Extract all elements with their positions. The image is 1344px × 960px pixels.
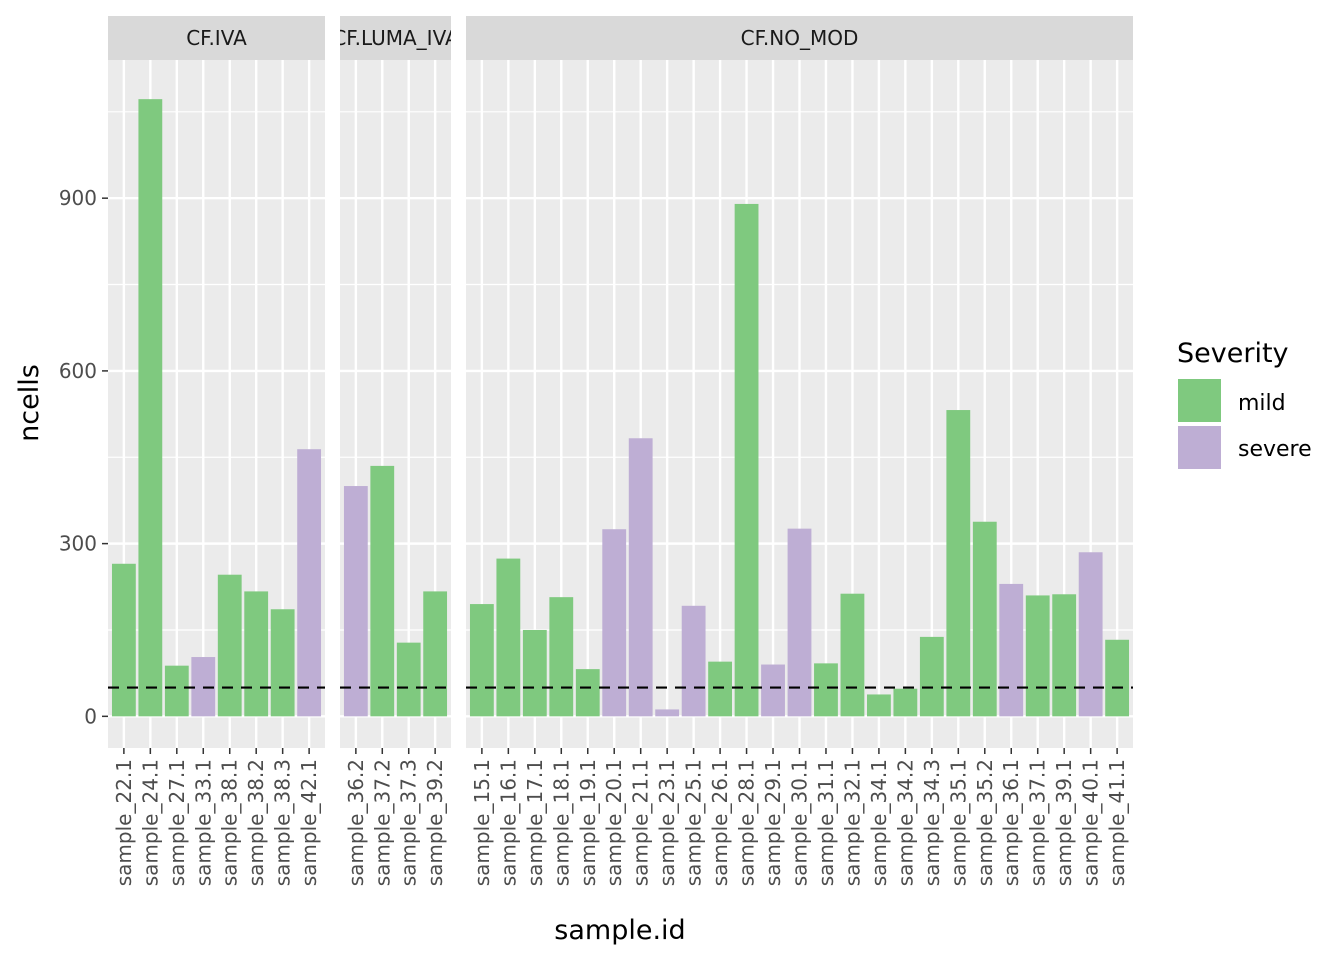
bar-sample_27.1 bbox=[164, 665, 189, 717]
x-tick-label: sample_20.1 bbox=[602, 759, 626, 886]
x-tick-label: sample_34.2 bbox=[893, 759, 917, 886]
x-tick-label: sample_26.1 bbox=[708, 759, 732, 886]
bar-sample_36.1 bbox=[999, 583, 1024, 717]
x-tick-label: sample_23.1 bbox=[655, 759, 679, 886]
bar-sample_29.1 bbox=[761, 664, 785, 717]
x-tick-label: sample_42.1 bbox=[297, 759, 321, 886]
facet-label: CF.NO_MOD bbox=[741, 26, 859, 50]
y-tick-label: 600 bbox=[59, 359, 97, 383]
legend: Severity mild severe bbox=[1177, 338, 1312, 469]
bar-sample_20.1 bbox=[602, 529, 627, 717]
bar-sample_34.3 bbox=[919, 636, 944, 717]
x-tick-label: sample_39.1 bbox=[1052, 759, 1076, 886]
bar-sample_28.1 bbox=[734, 203, 759, 717]
facet-strip bbox=[108, 16, 325, 60]
bar-sample_39.2 bbox=[423, 591, 448, 717]
x-tick-label: sample_33.1 bbox=[191, 759, 215, 886]
legend-label-severe: severe bbox=[1238, 437, 1312, 462]
x-tick-label: sample_38.2 bbox=[244, 759, 268, 886]
x-tick-label: sample_32.1 bbox=[840, 759, 864, 886]
x-tick-label: sample_34.1 bbox=[867, 759, 891, 886]
bar-sample_36.2 bbox=[343, 486, 368, 717]
y-axis: 0 300 600 900 bbox=[59, 186, 108, 728]
legend-key-mild bbox=[1178, 379, 1221, 422]
x-tick-label: sample_27.1 bbox=[165, 759, 189, 886]
x-tick-label: sample_39.2 bbox=[423, 759, 447, 886]
x-tick-label: sample_38.3 bbox=[271, 759, 295, 886]
bar-sample_23.1 bbox=[655, 709, 680, 717]
bar-sample_38.1 bbox=[217, 574, 242, 717]
bar-sample_17.1 bbox=[522, 629, 547, 717]
x-tick-label: sample_22.1 bbox=[112, 759, 136, 886]
bar-sample_22.1 bbox=[111, 563, 136, 717]
bar-sample_38.3 bbox=[270, 609, 295, 717]
facet-label: CF.IVA bbox=[186, 26, 247, 50]
legend-title: Severity bbox=[1177, 338, 1289, 369]
bar-sample_38.2 bbox=[244, 591, 269, 717]
x-tick-label: sample_25.1 bbox=[682, 759, 706, 886]
bar-sample_31.1 bbox=[814, 663, 838, 717]
x-tick-label: sample_35.2 bbox=[973, 759, 997, 886]
x-tick-label: sample_18.1 bbox=[549, 759, 573, 886]
facet-panel-2: CF.NO_MOD sample_15.1 sample_16.1 sample_17… bbox=[466, 16, 1133, 886]
x-tick-label: sample_30.1 bbox=[788, 759, 812, 886]
bar-sample_18.1 bbox=[549, 597, 574, 717]
y-tick-label: 900 bbox=[59, 186, 97, 210]
bar-sample_37.3 bbox=[396, 642, 421, 717]
bar-sample_34.1 bbox=[866, 694, 891, 717]
x-tick-label: sample_16.1 bbox=[496, 759, 520, 886]
bar-sample_35.1 bbox=[946, 410, 971, 717]
bar-sample_32.1 bbox=[840, 593, 865, 717]
x-tick-label: sample_21.1 bbox=[629, 759, 653, 886]
x-tick-label: sample_37.3 bbox=[397, 759, 421, 886]
x-tick-label: sample_34.3 bbox=[920, 759, 944, 886]
x-tick-label: sample_28.1 bbox=[735, 759, 759, 886]
x-tick-label: sample_35.1 bbox=[946, 759, 970, 886]
bar-sample_24.1 bbox=[138, 99, 163, 717]
x-tick-label: sample_41.1 bbox=[1105, 759, 1129, 886]
legend-label-mild: mild bbox=[1238, 391, 1286, 416]
bar-sample_40.1 bbox=[1078, 552, 1103, 717]
bar-sample_35.2 bbox=[972, 521, 997, 717]
facet-strip bbox=[466, 16, 1133, 60]
x-tick-label: sample_36.1 bbox=[999, 759, 1023, 886]
bar-sample_25.1 bbox=[681, 605, 706, 717]
x-axis-title: sample.id bbox=[554, 915, 685, 946]
x-tick-label: sample_15.1 bbox=[470, 759, 494, 886]
x-tick-label: sample_19.1 bbox=[576, 759, 600, 886]
x-tick-label: sample_37.1 bbox=[1026, 759, 1050, 886]
x-tick-label: sample_36.2 bbox=[344, 759, 368, 886]
x-tick-label: sample_17.1 bbox=[523, 759, 547, 886]
bar-sample_30.1 bbox=[787, 528, 812, 717]
bar-sample_21.1 bbox=[628, 438, 653, 717]
x-tick-label: sample_31.1 bbox=[814, 759, 838, 886]
x-tick-label: sample_40.1 bbox=[1079, 759, 1103, 886]
bar-sample_41.1 bbox=[1105, 639, 1130, 717]
bar-sample_39.1 bbox=[1052, 594, 1077, 717]
bar-sample_37.1 bbox=[1025, 595, 1050, 717]
y-axis-title: ncells bbox=[14, 364, 45, 442]
facet-label: CF.LUMA_IVA bbox=[332, 26, 459, 50]
x-tick-label: sample_24.1 bbox=[138, 759, 162, 886]
legend-key-severe bbox=[1178, 426, 1221, 469]
bar-sample_15.1 bbox=[469, 604, 494, 717]
facet-strip bbox=[340, 16, 451, 60]
y-tick-label: 0 bbox=[84, 704, 97, 728]
x-tick-label: sample_38.1 bbox=[218, 759, 242, 886]
bar-sample_19.1 bbox=[575, 669, 600, 717]
bar-sample_16.1 bbox=[496, 558, 521, 717]
bar-sample_42.1 bbox=[297, 449, 322, 717]
x-tick-label: sample_29.1 bbox=[761, 759, 785, 886]
bar-sample_34.2 bbox=[893, 688, 918, 717]
bar-sample_26.1 bbox=[708, 661, 733, 717]
x-tick-label: sample_37.2 bbox=[370, 759, 394, 886]
y-tick-label: 300 bbox=[59, 532, 97, 556]
bar-sample_37.2 bbox=[370, 465, 395, 717]
